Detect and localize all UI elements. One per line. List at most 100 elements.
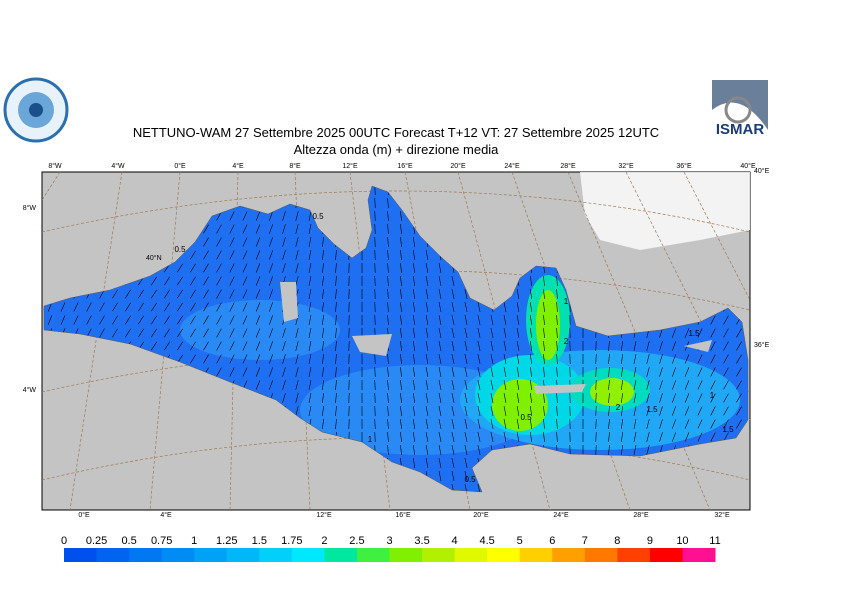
direction-arrow [387,405,389,417]
lat-label: 36°E [754,341,770,349]
direction-arrow [633,432,637,442]
island-crete [534,384,586,394]
colorbar-swatch [161,548,195,562]
direction-arrow [242,289,248,299]
direction-arrow [438,341,442,351]
direction-arrow [229,211,235,221]
direction-arrow [308,315,312,325]
direction-arrow [556,353,558,365]
direction-arrow [710,393,716,403]
direction-arrow [335,405,337,417]
direction-arrow [620,354,624,364]
direction-arrow [282,211,286,221]
direction-arrow [516,432,520,442]
colorbar-label: 1.75 [281,535,302,547]
direction-arrow [308,263,312,273]
direction-arrow [659,380,663,390]
direction-arrow [321,276,325,286]
direction-arrow [451,393,455,403]
direction-arrow [242,328,248,338]
direction-arrow [425,419,429,429]
direction-arrow [164,289,170,299]
direction-arrow [269,211,273,221]
direction-arrow [438,354,442,364]
colorbar-swatch [194,548,228,562]
direction-arrow [387,262,389,274]
direction-arrow [736,367,742,377]
left-logo [3,77,69,143]
direction-arrow [321,237,325,247]
colorbar-swatch [454,548,488,562]
direction-arrow [451,458,455,468]
colorbar-swatch [584,548,618,562]
direction-arrow [255,250,261,260]
direction-arrow [412,458,416,468]
direction-arrow [308,302,312,312]
direction-arrow [308,367,312,377]
direction-arrow [697,432,703,442]
island-sicily [352,334,392,356]
lon-label: 4°E [232,162,244,170]
colorbar-label: 0.5 [121,535,136,547]
direction-arrow [255,367,261,377]
direction-arrow [177,328,183,338]
contour-label: 0.5 [464,475,476,484]
direction-arrow [308,211,312,221]
direction-arrow [295,367,299,377]
direction-arrow [659,354,663,364]
lon-label: 12°E [342,162,358,170]
direction-arrow [451,445,455,455]
direction-arrow [503,341,507,351]
colorbar-swatch [422,548,456,562]
direction-arrow [684,393,690,403]
direction-arrow [646,432,650,442]
direction-arrow [425,328,429,338]
direction-arrow [387,249,389,261]
colorbar-label: 5 [517,535,523,547]
direction-arrow [425,380,429,390]
direction-arrow [190,250,196,260]
direction-arrow [595,366,597,378]
direction-arrow [335,288,337,300]
direction-arrow [516,406,520,416]
direction-arrow [269,302,273,312]
direction-arrow [99,315,105,325]
direction-arrow [308,289,312,299]
direction-arrow [464,393,468,403]
direction-arrow [400,302,402,312]
lon-label: 32°E [618,162,634,170]
direction-arrow [425,393,429,403]
direction-arrow [255,380,261,390]
direction-arrow [490,393,494,403]
direction-arrow [529,276,533,286]
direction-arrow [425,354,429,364]
direction-arrow [608,405,610,417]
direction-arrow [543,418,545,430]
direction-arrow [464,354,468,364]
lon-label: 24°E [553,511,569,519]
direction-arrow [295,380,299,390]
direction-arrow [229,289,235,299]
direction-arrow [464,302,468,312]
direction-arrow [282,341,286,351]
colorbar-swatch [682,548,716,562]
direction-arrow [308,276,312,286]
lon-label: 16°E [397,162,413,170]
direction-arrow [646,419,650,429]
direction-arrow [659,367,663,377]
logo-text: ISMAR [716,121,765,138]
direction-arrow [438,302,442,312]
contour-label: 1.5 [722,425,734,434]
direction-arrow [620,406,624,416]
direction-arrow [477,484,481,492]
direction-arrow [387,353,389,365]
direction-arrow [464,484,468,492]
direction-arrow [464,315,468,325]
direction-arrow [595,431,597,443]
direction-arrow [321,367,325,377]
direction-arrow [387,223,389,235]
direction-arrow [646,406,650,416]
contour-label: 1 [368,435,373,444]
direction-arrow [308,380,312,390]
